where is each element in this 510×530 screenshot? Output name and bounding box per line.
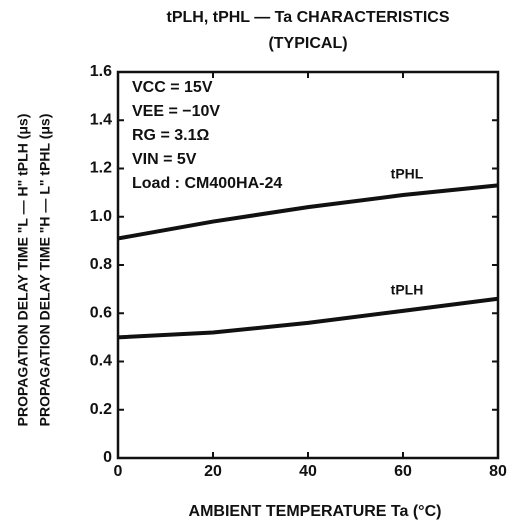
series-label: tPHL <box>391 166 424 182</box>
y-tick-label: 0.8 <box>90 256 112 273</box>
line-series <box>117 296 499 340</box>
x-axis-label: AMBIENT TEMPERATURE Ta (°C) <box>189 503 442 520</box>
y-tick-label: 0.6 <box>90 304 112 321</box>
annotation: Load : CM400HA-24 <box>132 175 282 192</box>
x-tick-label: 0 <box>114 463 123 480</box>
y-tick-label: 1.0 <box>90 208 112 225</box>
annotation: VCC = 15V <box>132 79 213 96</box>
annotation: VIN = 5V <box>132 151 197 168</box>
y-tick-label: 1.2 <box>90 160 112 177</box>
y-tick-label: 0.2 <box>90 401 112 418</box>
chart-subtitle: (TYPICAL) <box>268 35 347 52</box>
series-label: tPLH <box>391 282 424 298</box>
chart-title: tPLH, tPHL — Ta CHARACTERISTICS <box>167 9 450 26</box>
x-tick-label: 20 <box>204 463 222 480</box>
x-tick-label: 80 <box>489 463 507 480</box>
y-axis-label: PROPAGATION DELAY TIME "L — H" tPLH (μs) <box>15 114 31 427</box>
line-series <box>117 183 499 241</box>
annotation: VEE = −10V <box>132 103 220 120</box>
y-tick-label: 1.4 <box>90 111 112 128</box>
y-tick-label: 0.4 <box>90 353 112 370</box>
x-tick-label: 40 <box>299 463 317 480</box>
y-tick-label: 0 <box>103 449 112 466</box>
y-tick-label: 1.6 <box>90 63 112 80</box>
annotation: RG = 3.1Ω <box>132 127 209 144</box>
y-axis-label: PROPAGATION DELAY TIME "H — L" tPHL (μs) <box>37 114 53 427</box>
x-tick-label: 60 <box>394 463 412 480</box>
